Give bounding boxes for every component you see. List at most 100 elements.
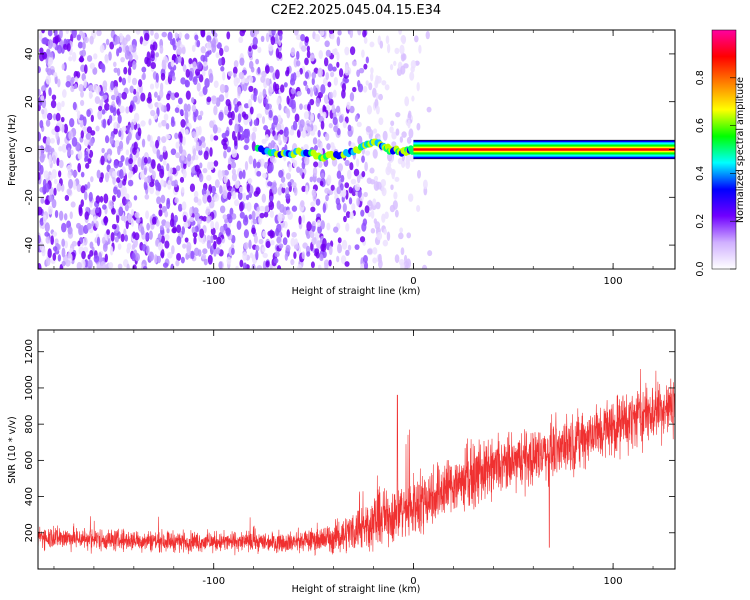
spectrogram-cell — [182, 136, 186, 146]
spectrogram-cell — [108, 51, 112, 61]
spectrogram-cell — [237, 112, 242, 123]
spectrogram-cell — [83, 36, 89, 44]
x-tick-label: 0 — [410, 576, 416, 587]
spectrogram-cell — [231, 172, 238, 182]
spectrogram-cell — [231, 168, 236, 175]
spectrogram-cell — [372, 128, 378, 134]
spectrogram-cell — [239, 259, 244, 268]
spectrogram-cell — [45, 75, 52, 85]
spectrogram-cell — [263, 98, 268, 105]
spectrogram-cell — [116, 189, 121, 199]
spectrogram-cell — [41, 108, 45, 115]
spectrogram-cell — [245, 194, 250, 201]
spectrogram-cell — [144, 194, 150, 200]
spectrogram-cell — [76, 110, 81, 120]
spectrogram-cell — [84, 64, 88, 74]
spectrogram-cell — [44, 222, 50, 233]
spectrogram-cell — [204, 78, 210, 88]
spectrogram-cell — [347, 124, 352, 132]
spectrogram-cell — [161, 59, 166, 70]
colorbar-tick-label: 0.0 — [695, 261, 706, 276]
spectrogram-cell — [268, 86, 273, 97]
spectrogram-cell — [382, 130, 388, 141]
spectrogram-cell — [44, 198, 49, 205]
spectrogram-cell — [233, 60, 239, 68]
spectrogram-cell — [231, 148, 238, 158]
spectrogram-cell — [88, 84, 94, 91]
snr-x-axis: -100 0 100 — [53, 330, 654, 587]
spectrogram-cell — [257, 46, 262, 54]
spectrogram-cell — [72, 180, 77, 191]
spectrogram-cell — [102, 118, 107, 129]
spectrogram-cell — [269, 210, 275, 218]
spectrogram-cell — [165, 123, 170, 130]
spectrogram-cell — [61, 89, 67, 98]
spectrogram-cell — [58, 210, 64, 221]
spectrogram-cell — [129, 85, 134, 94]
spectrogram-cell — [378, 117, 384, 126]
spectrogram-cell — [279, 203, 285, 213]
spectrogram-cell — [399, 227, 404, 233]
spectrogram-cell — [84, 211, 89, 220]
spectrogram-cell — [365, 56, 369, 64]
spectrogram-cell — [121, 126, 127, 133]
spectrogram-cell — [54, 125, 60, 133]
spectrogram-cell — [336, 61, 340, 68]
spectrogram-cell — [206, 216, 211, 224]
spectrogram-cell — [210, 227, 216, 236]
spectrogram-cell — [345, 222, 350, 232]
colorbar-tick-label: 0.2 — [695, 214, 706, 229]
spectrogram-cell — [87, 158, 92, 164]
spectrogram-cell — [207, 254, 213, 265]
spectrogram-cell — [49, 51, 54, 58]
spectrogram-cell — [41, 246, 46, 257]
spectrogram-cell — [272, 115, 279, 126]
spectrogram-cell — [45, 235, 50, 244]
spectrogram-cell — [320, 220, 325, 230]
spectrogram-cell — [175, 141, 180, 149]
y-tick-label: -20 — [24, 189, 35, 205]
spectrogram-cell — [298, 123, 304, 132]
spectrogram-cell — [337, 243, 342, 254]
spectrogram-cell — [243, 229, 249, 239]
spectrogram-cell — [317, 67, 323, 78]
spectrogram-cell — [118, 76, 122, 83]
spectrogram-cell — [127, 179, 134, 187]
spectrogram-cell — [332, 116, 338, 126]
spectrogram-cell — [381, 184, 385, 194]
spectrogram-cell — [205, 208, 211, 216]
colorbar-tick-label: 0.8 — [695, 70, 706, 85]
spectrogram-cell — [147, 134, 151, 142]
spectrogram-cell — [217, 169, 223, 179]
spectrogram-cell — [261, 70, 267, 78]
spectrogram-cell — [109, 105, 114, 114]
spectrogram-cell — [125, 193, 130, 200]
spectrogram-cell — [38, 171, 41, 181]
spectrogram-cell — [394, 209, 399, 218]
spectrogram-cell — [286, 229, 290, 238]
spectrogram-cell — [355, 158, 360, 167]
spectrogram-cell — [106, 148, 113, 157]
spectrogram-cell — [72, 170, 78, 178]
spectrogram-cell — [101, 147, 105, 154]
y-tick-label: 1200 — [24, 339, 35, 364]
spectrogram-cell — [110, 80, 115, 91]
spectrogram-cell — [106, 229, 111, 235]
spectrogram-cell — [144, 32, 150, 42]
spectrogram-cell — [378, 93, 383, 101]
spectrogram-cell — [339, 183, 344, 191]
spectrogram-cell — [395, 128, 400, 136]
spectrogram-cell — [119, 105, 125, 114]
spectrogram-cell — [282, 237, 288, 246]
spectrogram-cell — [375, 201, 381, 210]
spectrogram-cell — [385, 166, 391, 176]
spectrogram-cell — [363, 261, 369, 269]
spectrogram-cell — [113, 186, 118, 195]
spectrogram-cell — [251, 210, 256, 221]
spectrogram-cell — [337, 30, 342, 36]
spectrogram-cell — [401, 159, 406, 168]
spectrogram-cell — [57, 254, 62, 262]
spectrogram-cell — [132, 231, 136, 239]
spectrogram-cell — [134, 54, 139, 61]
spectrogram-cell — [249, 185, 254, 195]
